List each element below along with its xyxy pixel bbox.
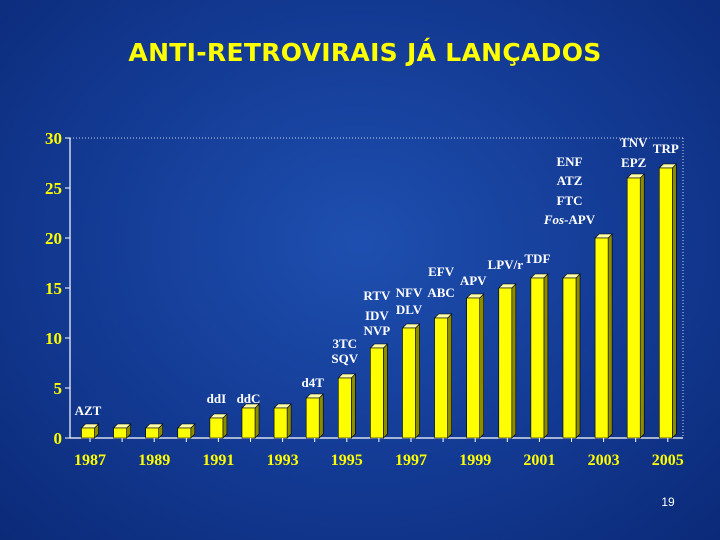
y-tick-label: 10: [45, 329, 62, 348]
annotation-d4t: d4T: [301, 375, 324, 390]
x-tick-label: 2001: [523, 452, 555, 469]
annotation-dlv: DLV: [396, 302, 423, 317]
y-tick-label: 25: [45, 179, 62, 198]
bar-side: [479, 293, 485, 439]
bar-2004: [626, 173, 645, 439]
bar-front: [658, 167, 673, 439]
annotation-rtv: RTV: [363, 288, 391, 303]
y-tick-label: 5: [54, 379, 63, 398]
slide-title: ANTI-RETROVIRAIS JÁ LANÇADOS: [128, 38, 602, 67]
bar-front: [594, 237, 609, 439]
annotation-sqv: SQV: [331, 351, 358, 366]
bar-side: [254, 403, 260, 439]
bar-front: [562, 277, 577, 439]
bar-side: [286, 403, 292, 439]
y-tick-label: 20: [45, 229, 62, 248]
bar-front: [241, 407, 256, 439]
annotation-enf: ENF: [557, 154, 583, 169]
annotation-ddc: ddC: [237, 391, 261, 406]
bar-1993: [273, 403, 292, 439]
x-axis-ticks: 1987 1989 1991 1993 1995 1997 1999 2001 2003 2005: [74, 438, 684, 469]
bar-front: [530, 277, 545, 439]
bar-front: [305, 397, 320, 439]
y-tick-label: 30: [45, 129, 62, 148]
bar-side: [350, 373, 356, 439]
annotation-ftc: FTC: [557, 193, 583, 208]
bar-2000: [498, 283, 517, 439]
x-tick-label: 1993: [267, 452, 299, 469]
bar-front: [177, 427, 192, 439]
annotation-apv: APV: [460, 273, 487, 288]
bar-2003: [594, 233, 613, 439]
annotation-abc: ABC: [427, 285, 454, 300]
annotation-fosapv: Fos-APV: [543, 212, 596, 227]
bar-1994: [305, 393, 324, 439]
bar-1997: [401, 323, 421, 439]
bar-front: [337, 377, 352, 439]
annotation-nfv: NFV: [396, 285, 423, 300]
bar-1991: [209, 413, 228, 439]
x-tick-label: 1987: [74, 452, 106, 469]
bar-2005: [658, 163, 678, 439]
bar-1992: [241, 403, 260, 439]
bar-front: [145, 427, 159, 439]
bar-1987: [80, 423, 100, 439]
bar-front: [273, 407, 288, 439]
annotation-efv: EFV: [428, 264, 455, 279]
bar-1989: [144, 423, 164, 439]
bar-front: [81, 427, 95, 439]
annotation-epz: EPZ: [621, 155, 647, 170]
bar-side: [511, 283, 517, 439]
x-tick-label: 2005: [652, 452, 684, 469]
annotation-atz: ATZ: [557, 173, 583, 188]
x-tick-label: 1989: [138, 452, 170, 469]
annotation-ddi: ddI: [207, 391, 227, 406]
x-tick-label: 2003: [588, 452, 620, 469]
x-tick-label: 1991: [202, 452, 234, 469]
annotation-trp: TRP: [653, 141, 679, 156]
annotation-tdf: TDF: [524, 251, 550, 266]
bar-1999: [465, 293, 485, 439]
bar-1995: [337, 373, 357, 439]
bar-1990: [177, 423, 196, 439]
annotation-3tc: 3TC: [333, 336, 358, 351]
bar-side: [671, 163, 677, 439]
annotation-lpvr: LPV/r: [488, 257, 524, 272]
bar-2001: [530, 273, 549, 439]
bar-front: [370, 347, 384, 439]
bar-side: [607, 233, 613, 439]
bar-side: [415, 323, 420, 439]
page-number: 19: [661, 495, 675, 509]
annotation-idv: IDV: [365, 308, 389, 323]
bar-side: [575, 273, 581, 439]
bar-1998: [433, 313, 453, 439]
y-axis-ticks: 0 5 10 15 20 25 30: [45, 129, 70, 448]
x-tick-label: 1997: [395, 452, 427, 469]
bar-front: [466, 297, 481, 439]
bar-front: [434, 317, 448, 439]
bar-front: [498, 287, 513, 439]
bar-front: [626, 177, 641, 439]
y-tick-label: 0: [54, 429, 63, 448]
bar-1988: [112, 423, 132, 439]
bar-front: [209, 417, 224, 439]
bar-front: [402, 327, 416, 439]
bar-side: [543, 273, 549, 439]
annotation-tnv: TNV: [620, 135, 648, 150]
bar-side: [639, 173, 645, 439]
bar-front: [113, 427, 127, 439]
bar-side: [318, 393, 324, 439]
annotation-azt: AZT: [75, 403, 102, 418]
bar-side: [383, 343, 388, 439]
bar-side: [447, 313, 452, 439]
y-tick-label: 15: [45, 279, 62, 298]
x-tick-label: 1995: [331, 452, 363, 469]
bars: [80, 163, 678, 439]
annotation-nvp: NVP: [364, 323, 391, 338]
bar-2002: [562, 273, 581, 439]
x-tick-label: 1999: [459, 452, 491, 469]
bar-1996: [369, 343, 389, 439]
